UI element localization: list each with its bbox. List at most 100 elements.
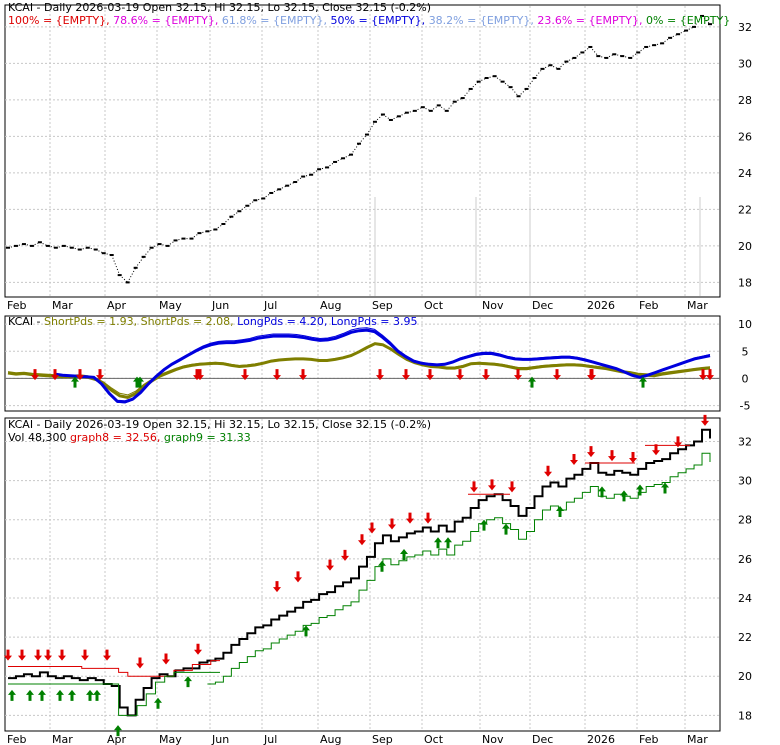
fib-legend-entry: 0% = {EMPTY} <box>646 14 730 27</box>
p1-x-tick-label: Feb <box>639 299 658 312</box>
price-segment <box>486 75 495 79</box>
p1-y-tick-label: 32 <box>738 21 752 34</box>
sell-signal-arrow <box>299 369 307 381</box>
p3-x-tick-label: May <box>159 733 182 745</box>
price-segment <box>207 228 216 232</box>
price-segment <box>55 245 64 249</box>
p3-x-tick-label: Sep <box>372 733 393 745</box>
sell-signal-arrow <box>51 369 59 381</box>
price-segment <box>598 55 607 59</box>
legend-entry: KCAI - Daily 2026-03-19 Open 32.15, Hi 3… <box>8 1 431 14</box>
p1-y-tick-label: 26 <box>738 130 752 143</box>
p3-x-tick-label: Jul <box>263 733 277 745</box>
sell-signal-arrow <box>341 549 349 561</box>
buy-signal-arrow <box>154 697 162 709</box>
price-segment <box>119 274 128 283</box>
p1-x-tick-label: Oct <box>424 299 444 312</box>
price-segment <box>255 197 264 201</box>
price-segment <box>470 81 479 90</box>
p3-y-tick-label: 22 <box>738 631 752 644</box>
p1-x-tick-label: Sep <box>372 299 393 312</box>
buy-signal-arrow <box>71 376 79 388</box>
p1-y-tick-label: 30 <box>738 57 752 70</box>
price-segment <box>175 238 184 241</box>
sell-signal-arrow <box>58 649 66 661</box>
p1-x-tick-label: Feb <box>7 299 26 312</box>
sell-signal-arrow <box>424 512 432 524</box>
sell-signal-arrow <box>629 452 637 464</box>
shortpds-thick-line <box>7 342 711 399</box>
p1-x-tick-label: Aug <box>320 299 341 312</box>
p1-x-tick-label: Apr <box>107 299 127 312</box>
price-segment <box>558 61 567 70</box>
buy-signal-arrow <box>114 725 122 737</box>
sell-signal-arrow <box>294 571 302 583</box>
fib-legend-entry: 78.6% = {EMPTY}, <box>113 14 222 27</box>
p1-x-tick-label: Jun <box>211 299 229 312</box>
sell-signal-arrow <box>406 512 414 524</box>
price-segment <box>303 174 312 178</box>
panel-1-frame <box>4 4 721 298</box>
graph9-line <box>8 671 220 716</box>
price-segment <box>199 230 208 234</box>
sell-signal-arrow <box>470 481 478 493</box>
fib-legend-entry: 100% = {EMPTY}, <box>8 14 113 27</box>
price-segment <box>159 243 168 247</box>
legend-row: KCAI - Daily 2026-03-19 Open 32.15, Hi 3… <box>8 1 431 14</box>
p1-x-tick-label: Jul <box>263 299 277 312</box>
p1-y-tick-label: 22 <box>738 203 752 216</box>
sell-signal-arrow <box>96 369 104 381</box>
fib-legend-entry: 61.8% = {EMPTY}, <box>222 14 331 27</box>
legend-row: Vol 48,300 graph8 = 32.56, graph9 = 31.3… <box>8 431 251 444</box>
sell-signal-arrow <box>34 649 42 661</box>
price-segment <box>358 134 368 145</box>
p1-x-tick-label: Nov <box>482 299 504 312</box>
price-segment <box>319 166 328 170</box>
sell-signal-arrow <box>81 649 89 661</box>
p2-y-tick-label: 10 <box>738 318 752 331</box>
longpds-thick-line <box>54 328 711 404</box>
fib-legend-row: 100% = {EMPTY}, 78.6% = {EMPTY}, 61.8% =… <box>8 14 730 27</box>
p3-x-tick-label: Dec <box>532 733 553 745</box>
p3-x-tick-label: Mar <box>52 733 73 745</box>
buy-signal-arrow <box>556 505 564 517</box>
price-segment <box>646 44 655 48</box>
fib-legend-entry: 38.2% = {EMPTY}, <box>429 14 538 27</box>
legend-row: KCAI - ShortPds = 1.93, ShortPds = 2.08,… <box>8 315 418 328</box>
price-segment <box>534 68 543 79</box>
legend-entry: ShortPds = 1.93, <box>44 315 141 328</box>
buy-signal-arrow <box>378 560 386 572</box>
price-segment <box>71 247 80 251</box>
price-segment <box>374 114 384 123</box>
legend-entry: LongPds = 4.20, <box>237 315 331 328</box>
buy-signal-arrow <box>502 523 510 535</box>
buy-signal-arrow <box>480 519 488 531</box>
buy-signal-arrow <box>8 689 16 701</box>
price-segment <box>701 15 711 25</box>
sell-signal-arrow <box>587 446 595 458</box>
p3-y-tick-label: 30 <box>738 475 752 488</box>
sell-signal-arrow <box>194 643 202 655</box>
price-segment <box>518 88 527 97</box>
sell-signal-arrow <box>608 450 616 462</box>
fib-legend-entry: 23.6% = {EMPTY}, <box>537 14 646 27</box>
price-segment <box>223 216 232 225</box>
sell-signal-arrow <box>273 369 281 381</box>
price-segment <box>103 252 112 256</box>
buy-signal-arrow <box>56 689 64 701</box>
buy-signal-arrow <box>184 676 192 688</box>
p1-x-tick-label: Mar <box>52 299 73 312</box>
legend-entry: ShortPds = 2.08, <box>141 315 238 328</box>
p2-y-tick-label: -5 <box>740 400 751 413</box>
buy-signal-arrow <box>302 625 310 637</box>
graph9-trailing-line <box>207 452 711 685</box>
buy-signal-arrow <box>620 490 628 502</box>
legend-entry: Vol 48,300 <box>8 431 70 444</box>
sell-signal-arrow <box>18 649 26 661</box>
price-segment <box>693 15 703 28</box>
sell-signal-arrow <box>456 369 464 381</box>
sell-signal-arrow <box>388 518 396 530</box>
sell-signal-arrow <box>103 649 111 661</box>
p2-y-tick-label: 5 <box>742 345 749 358</box>
price-segment <box>79 247 88 251</box>
